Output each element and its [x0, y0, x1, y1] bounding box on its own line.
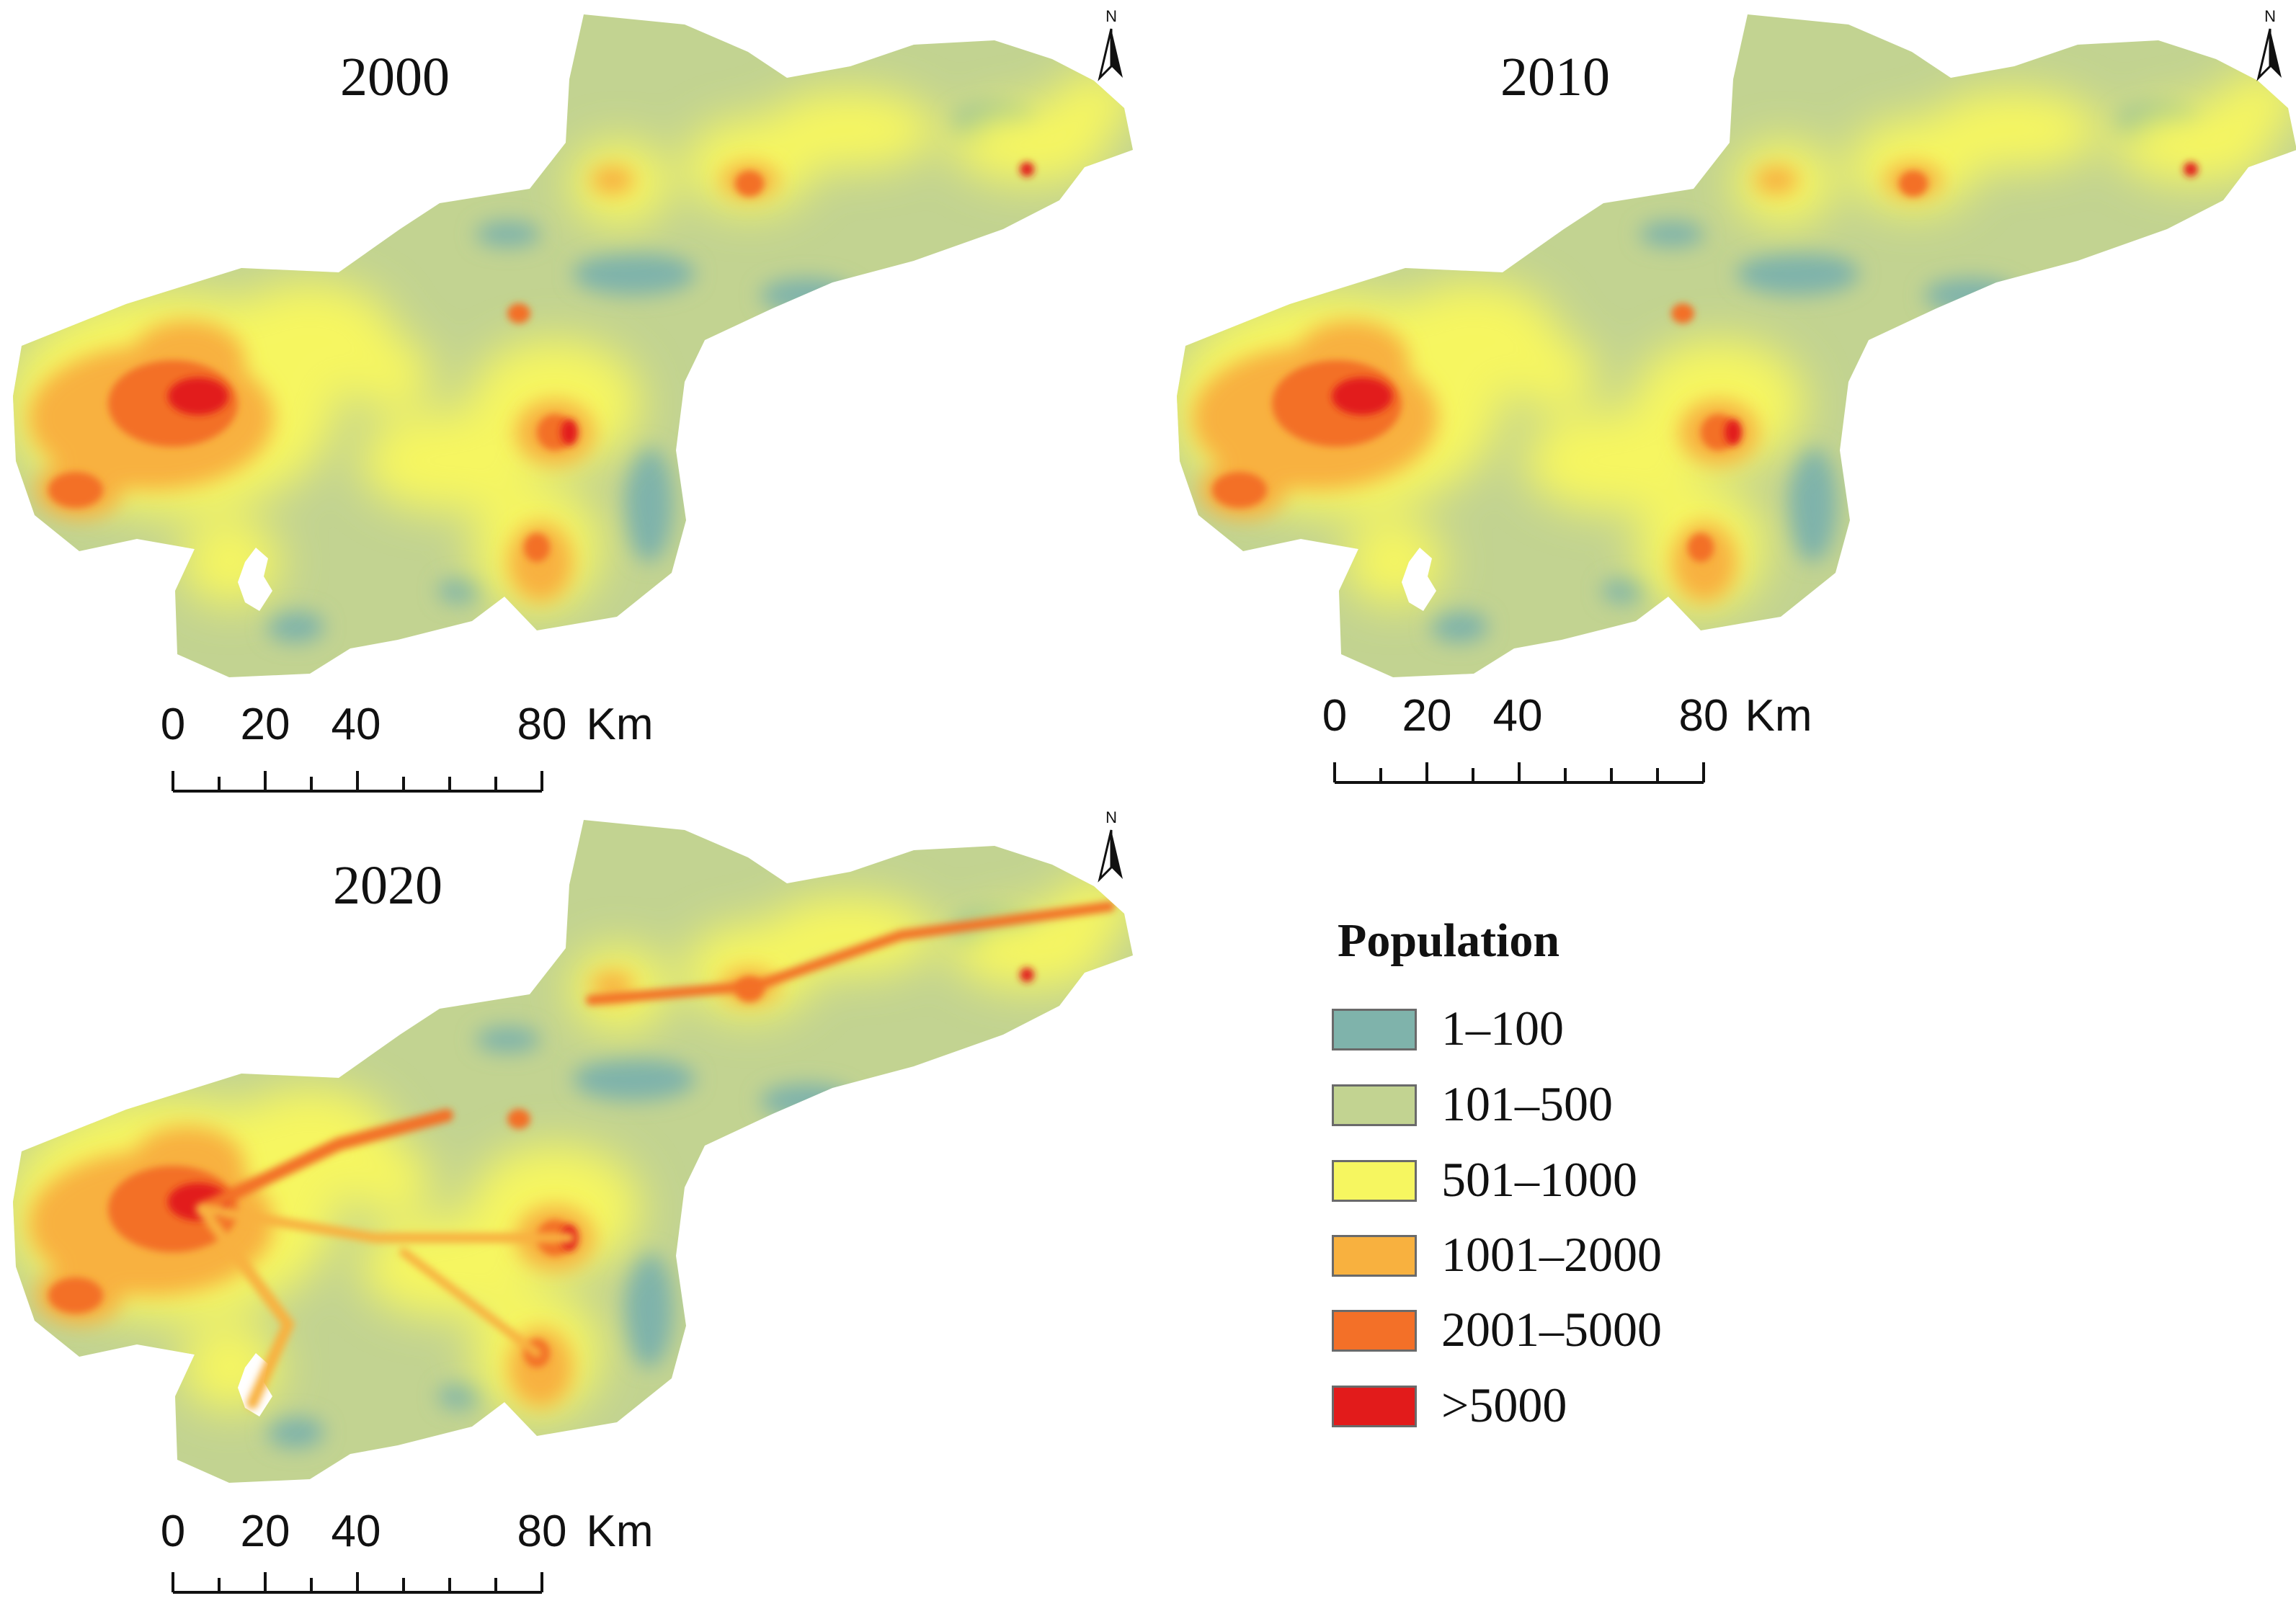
north-arrow-icon: N — [1098, 7, 1123, 81]
scale-bar-line — [172, 771, 543, 793]
svg-text:N: N — [2264, 7, 2276, 25]
scale-bar-line — [172, 1572, 543, 1594]
legend-label: 501–1000 — [1441, 1152, 1637, 1207]
scale-tick-label: 80 — [517, 1507, 567, 1556]
svg-text:N: N — [1105, 808, 1117, 826]
scale-tick-label: 0 — [1322, 691, 1348, 741]
svg-text:N: N — [1105, 7, 1117, 25]
map-panel-2000 — [7, 14, 1139, 677]
scale-tick-label: 40 — [1492, 691, 1543, 741]
north-arrow-icon: N — [1098, 808, 1123, 883]
legend-swatch — [1332, 1160, 1417, 1202]
scale-tick-label: 20 — [240, 700, 290, 749]
legend-swatch — [1332, 1009, 1417, 1050]
map-panel-2010 — [1171, 14, 2296, 677]
legend-swatch — [1332, 1310, 1417, 1352]
scale-unit: Km — [586, 700, 654, 749]
scale-tick-label: 80 — [517, 700, 567, 749]
legend-swatch — [1332, 1084, 1417, 1126]
legend-label: >5000 — [1441, 1378, 1567, 1432]
scale-tick-label: 0 — [160, 700, 186, 749]
scale-tick-label: 20 — [240, 1507, 290, 1556]
legend-label: 101–500 — [1441, 1076, 1613, 1131]
legend-label: 1–100 — [1441, 1001, 1564, 1056]
legend-label: 1001–2000 — [1441, 1227, 1662, 1282]
scale-tick-label: 0 — [160, 1507, 186, 1556]
map-title-2020: 2020 — [333, 855, 442, 916]
scale-tick-label: 40 — [331, 1507, 381, 1556]
scale-tick-label: 20 — [1402, 691, 1452, 741]
legend-swatch — [1332, 1386, 1417, 1427]
scale-unit: Km — [1745, 691, 1812, 741]
legend-title: Population — [1338, 914, 1560, 967]
legend-swatch — [1332, 1235, 1417, 1277]
map-title-2000: 2000 — [340, 47, 450, 107]
map-title-2010: 2010 — [1500, 47, 1610, 107]
scale-tick-label: 40 — [331, 700, 381, 749]
scale-unit: Km — [586, 1507, 654, 1556]
map-panel-2020 — [7, 820, 1139, 1483]
legend-label: 2001–5000 — [1441, 1302, 1662, 1357]
north-arrow-icon: N — [2256, 7, 2282, 81]
scale-tick-label: 80 — [1678, 691, 1729, 741]
scale-bar-line — [1333, 762, 1705, 784]
